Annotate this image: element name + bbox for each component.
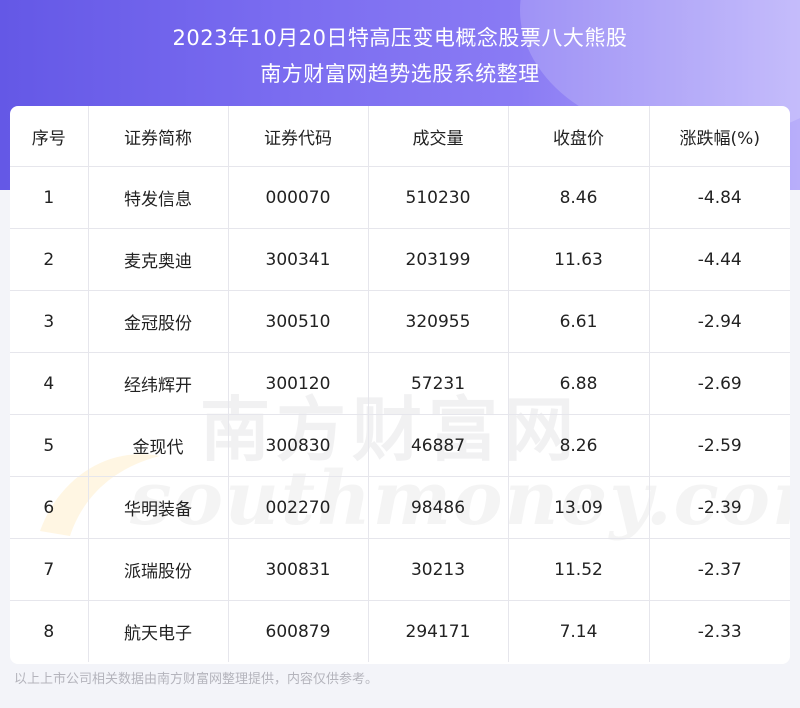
cell-index: 4 <box>10 352 89 415</box>
cell-volume: 98486 <box>368 476 509 539</box>
cell-change-pct: -4.84 <box>649 166 790 229</box>
cell-code: 600879 <box>228 600 369 662</box>
cell-name: 特发信息 <box>88 166 229 229</box>
cell-change-pct: -2.39 <box>649 476 790 539</box>
cell-close-price: 8.46 <box>508 166 650 229</box>
cell-code: 300341 <box>228 228 369 291</box>
cell-close-price: 6.61 <box>508 290 650 353</box>
cell-index: 3 <box>10 290 89 353</box>
cell-name: 经纬辉开 <box>88 352 229 415</box>
cell-change-pct: -4.44 <box>649 228 790 291</box>
table-row: 2 麦克奥迪 300341 203199 11.63 -4.44 <box>10 228 790 291</box>
cell-change-pct: -2.37 <box>649 538 790 601</box>
page-title: 2023年10月20日特高压变电概念股票八大熊股 <box>172 26 628 50</box>
cell-volume: 30213 <box>368 538 509 601</box>
cell-name: 派瑞股份 <box>88 538 229 601</box>
table-row: 4 经纬辉开 300120 57231 6.88 -2.69 <box>10 352 790 415</box>
cell-volume: 320955 <box>368 290 509 353</box>
cell-volume: 203199 <box>368 228 509 291</box>
table-row: 6 华明装备 002270 98486 13.09 -2.39 <box>10 476 790 539</box>
cell-code: 300120 <box>228 352 369 415</box>
cell-close-price: 6.88 <box>508 352 650 415</box>
cell-change-pct: -2.69 <box>649 352 790 415</box>
cell-volume: 510230 <box>368 166 509 229</box>
cell-code: 300830 <box>228 414 369 477</box>
cell-code: 002270 <box>228 476 369 539</box>
cell-change-pct: -2.94 <box>649 290 790 353</box>
table-row: 8 航天电子 600879 294171 7.14 -2.33 <box>10 600 790 662</box>
column-header-name: 证券简称 <box>88 106 229 167</box>
footer-disclaimer: 以上上市公司相关数据由南方财富网整理提供，内容仅供参考。 <box>14 672 379 687</box>
table-row: 3 金冠股份 300510 320955 6.61 -2.94 <box>10 290 790 353</box>
cell-close-price: 11.63 <box>508 228 650 291</box>
cell-name: 金冠股份 <box>88 290 229 353</box>
cell-name: 航天电子 <box>88 600 229 662</box>
cell-index: 6 <box>10 476 89 539</box>
stock-table: 序号 证券简称 证券代码 成交量 收盘价 涨跌幅(%) 1 特发信息 00007… <box>10 106 790 662</box>
cell-code: 300510 <box>228 290 369 353</box>
table-row: 1 特发信息 000070 510230 8.46 -4.84 <box>10 166 790 229</box>
cell-change-pct: -2.59 <box>649 414 790 477</box>
table-header-row: 序号 证券简称 证券代码 成交量 收盘价 涨跌幅(%) <box>10 106 790 167</box>
cell-name: 麦克奥迪 <box>88 228 229 291</box>
cell-index: 1 <box>10 166 89 229</box>
table-row: 5 金现代 300830 46887 8.26 -2.59 <box>10 414 790 477</box>
column-header-close-price: 收盘价 <box>508 106 650 167</box>
cell-close-price: 7.14 <box>508 600 650 662</box>
cell-index: 2 <box>10 228 89 291</box>
column-header-code: 证券代码 <box>228 106 369 167</box>
cell-name: 金现代 <box>88 414 229 477</box>
cell-change-pct: -2.33 <box>697 621 742 642</box>
cell-code: 000070 <box>228 166 369 229</box>
cell-code: 300831 <box>228 538 369 601</box>
page-subtitle: 南方财富网趋势选股系统整理 <box>260 62 540 86</box>
cell-close-price: 8.26 <box>508 414 650 477</box>
cell-volume: 46887 <box>368 414 509 477</box>
cell-close-price: 11.52 <box>508 538 650 601</box>
column-header-index: 序号 <box>10 106 89 167</box>
cell-name: 华明装备 <box>88 476 229 539</box>
column-header-change-pct: 涨跌幅(%) <box>649 106 790 167</box>
cell-index: 5 <box>10 414 89 477</box>
data-table-card: 南方财富网 southmoney.com 序号 证券简称 证券代码 成交量 收盘… <box>10 106 790 664</box>
table-row: 7 派瑞股份 300831 30213 11.52 -2.37 <box>10 538 790 601</box>
cell-volume: 57231 <box>368 352 509 415</box>
cell-index: 7 <box>10 538 89 601</box>
column-header-volume: 成交量 <box>368 106 509 167</box>
cell-volume: 294171 <box>368 600 509 662</box>
cell-close-price: 13.09 <box>508 476 650 539</box>
cell-index: 8 <box>10 600 89 662</box>
